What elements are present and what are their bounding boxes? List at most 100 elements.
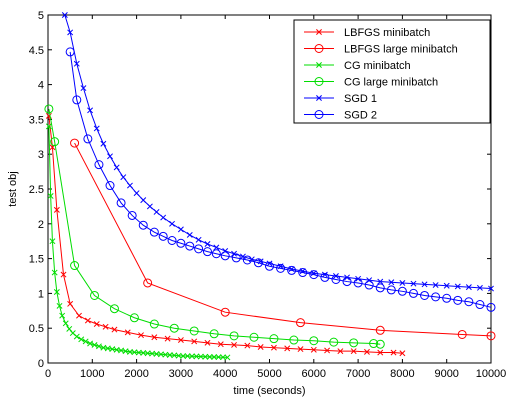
series-sgd-2 [65, 47, 496, 312]
x-tick-label: 5000 [257, 368, 281, 380]
data-point-cg-minibatch-stroke-b [220, 354, 226, 361]
data-point-lbfgs-minibatch [102, 323, 109, 330]
data-point-cg-minibatch [189, 353, 195, 360]
data-point-cg-minibatch-stroke-b [224, 354, 231, 361]
series-lbfgs-minibatch [45, 112, 406, 357]
data-point-sgd-1 [377, 278, 384, 285]
data-point-sgd-1 [177, 226, 184, 233]
data-point-lbfgs-minibatch [350, 348, 357, 355]
data-point-lbfgs-minibatch [53, 206, 60, 213]
data-point-cg-minibatch [62, 320, 69, 327]
data-point-lbfgs-minibatch-stroke-b [217, 341, 224, 348]
data-point-sgd-2 [158, 231, 168, 241]
y-tick-label: 0 [38, 358, 44, 370]
data-point-lbfgs-minibatch-stroke-b [111, 326, 118, 333]
data-point-cg-large-minibatch [289, 335, 299, 345]
data-point-sgd-2 [353, 278, 363, 288]
data-point-sgd-1-stroke-b [73, 60, 80, 67]
data-point-cg-minibatch-stroke-b [66, 325, 73, 332]
data-point-cg-minibatch [45, 123, 52, 130]
legend-marker-cg-minibatch-stroke-b [316, 62, 322, 68]
data-point-lbfgs-minibatch [60, 271, 67, 278]
data-point-sgd-2 [242, 255, 252, 265]
data-point-cg-minibatch [215, 354, 222, 361]
data-point-sgd-1-stroke-b [140, 197, 147, 204]
data-point-sgd-1-stroke-b [432, 282, 439, 289]
data-point-sgd-1 [443, 282, 450, 289]
data-point-cg-minibatch [220, 354, 226, 361]
data-point-sgd-1-stroke-b [231, 250, 238, 257]
data-point-lbfgs-minibatch-stroke-b [244, 342, 251, 349]
data-point-sgd-2 [342, 277, 352, 287]
data-point-lbfgs-minibatch-stroke-b [138, 332, 144, 339]
data-point-sgd-1-stroke-b [93, 125, 100, 132]
data-point-lbfgs-minibatch-stroke-b [60, 271, 67, 278]
data-point-lbfgs-minibatch-stroke-b [53, 206, 60, 213]
data-point-sgd-1-stroke-b [443, 282, 450, 289]
data-point-cg-large-minibatch [109, 304, 119, 314]
data-point-cg-minibatch-stroke-b [62, 320, 69, 327]
data-point-lbfgs-minibatch-stroke-b [191, 338, 198, 345]
data-point-sgd-2 [364, 280, 374, 290]
data-point-sgd-1-stroke-b [454, 283, 461, 290]
data-point-sgd-1-stroke-b [67, 29, 74, 36]
data-point-sgd-2 [287, 265, 297, 275]
data-point-sgd-2 [309, 270, 319, 280]
data-point-sgd-1-stroke-b [146, 203, 153, 210]
legend-marker-sgd-2 [314, 110, 324, 119]
data-point-lbfgs-minibatch-stroke-b [177, 337, 184, 343]
data-point-sgd-2 [231, 253, 241, 263]
data-point-cg-minibatch-stroke-b [56, 302, 63, 309]
data-point-sgd-1 [488, 285, 494, 292]
data-point-sgd-1 [133, 190, 140, 197]
data-point-cg-large-minibatch [349, 338, 359, 348]
y-tick-label: 4 [38, 80, 44, 92]
data-point-lbfgs-minibatch [177, 337, 184, 343]
data-point-lbfgs-minibatch [151, 334, 158, 341]
legend-marker-lbfgs-minibatch-stroke-b [316, 29, 322, 35]
data-point-sgd-1-stroke-b [186, 231, 193, 238]
data-point-cg-minibatch-stroke-b [202, 353, 209, 360]
data-point-cg-minibatch-stroke-b [53, 289, 60, 295]
data-point-cg-minibatch-stroke-b [51, 269, 58, 276]
data-point-cg-minibatch [53, 289, 60, 295]
data-point-cg-minibatch-stroke-b [184, 353, 191, 359]
data-point-lbfgs-minibatch-stroke-b [310, 346, 317, 353]
data-point-sgd-1-stroke-b [87, 107, 94, 114]
data-point-cg-large-minibatch [375, 339, 385, 349]
data-point-sgd-2 [138, 220, 148, 230]
data-point-cg-minibatch [49, 238, 56, 245]
legend-box [293, 19, 491, 124]
data-point-sgd-1-stroke-b [153, 209, 160, 215]
y-tick-label: 2.5 [29, 184, 44, 196]
data-point-sgd-1-stroke-b [120, 174, 127, 181]
x-tick-label: 4000 [213, 368, 237, 380]
x-tick-label: 9000 [434, 368, 458, 380]
data-point-lbfgs-minibatch-stroke-b [124, 329, 131, 336]
data-point-sgd-1-stroke-b [377, 278, 384, 285]
data-point-lbfgs-minibatch-stroke-b [93, 321, 100, 327]
data-point-sgd-1 [127, 182, 133, 189]
data-point-lbfgs-large-minibatch [220, 307, 230, 317]
data-point-cg-large-minibatch [209, 329, 219, 339]
data-point-lbfgs-minibatch-stroke-b [76, 312, 82, 319]
data-point-sgd-2 [331, 274, 341, 284]
data-point-sgd-2 [116, 198, 126, 208]
y-axis-label: test obj [7, 171, 19, 206]
legend-label-cg-large-minibatch: CG large minibatch [344, 77, 438, 89]
data-point-sgd-2 [72, 95, 82, 105]
data-point-cg-minibatch-stroke-b [59, 312, 66, 319]
data-point-sgd-2 [202, 247, 212, 257]
data-point-lbfgs-minibatch [270, 344, 277, 351]
data-point-lbfgs-minibatch-stroke-b [102, 323, 109, 330]
data-point-cg-minibatch [224, 354, 231, 361]
data-point-sgd-2 [298, 268, 308, 278]
legend-marker-sgd-1-stroke-b [316, 95, 322, 101]
data-point-sgd-1 [160, 214, 167, 221]
data-point-lbfgs-minibatch [324, 347, 331, 354]
data-point-cg-minibatch [73, 333, 80, 340]
data-point-sgd-1-stroke-b [100, 140, 107, 147]
data-point-sgd-2 [320, 272, 330, 282]
legend-entry-lbfgs-minibatch: LBFGS minibatch [304, 27, 430, 39]
data-point-cg-minibatch [202, 353, 209, 360]
